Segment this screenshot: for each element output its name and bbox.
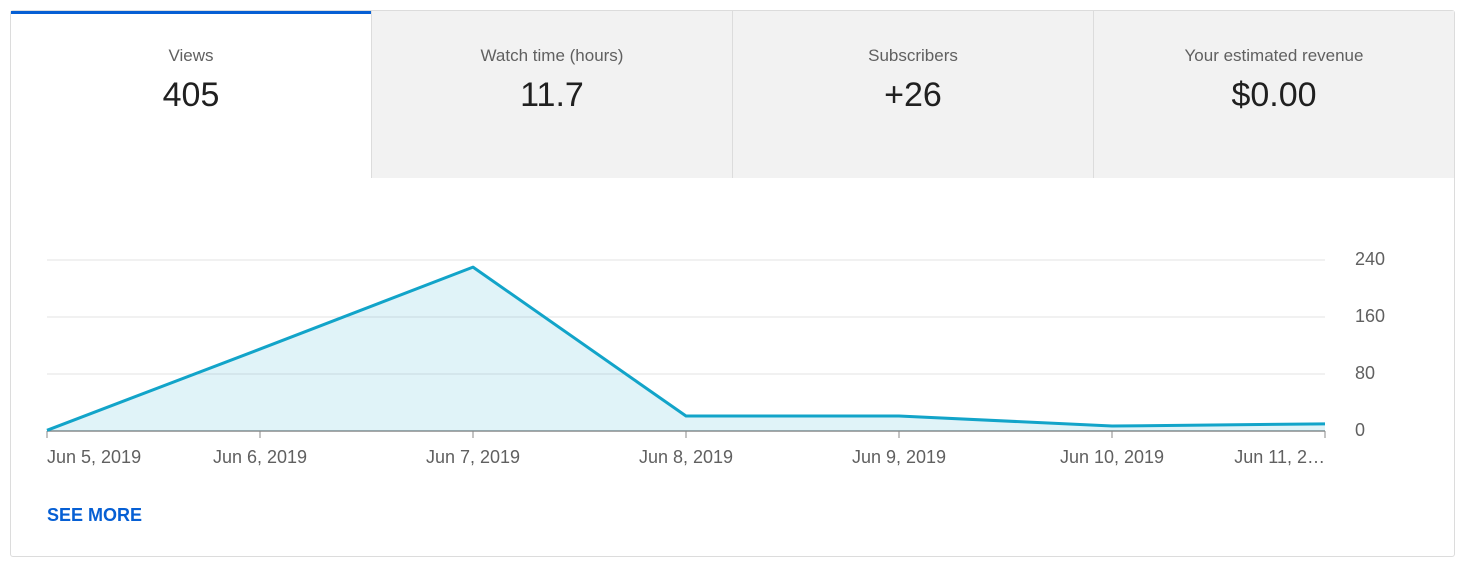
metric-tab[interactable]: Your estimated revenue $0.00	[1093, 11, 1454, 178]
y-tick-label: 0	[1355, 420, 1365, 440]
metric-label: Views	[168, 46, 214, 65]
metric-value: 405	[162, 76, 220, 114]
area	[47, 267, 1325, 431]
metric-tab[interactable]: Watch time (hours) 11.7	[371, 11, 732, 178]
y-tick-label: 160	[1355, 306, 1385, 326]
x-tick-label: Jun 10, 2019	[1060, 447, 1164, 467]
x-tick-label: Jun 6, 2019	[213, 447, 307, 467]
y-tick-label: 80	[1355, 363, 1375, 383]
x-tick-label: Jun 11, 2…	[1234, 447, 1325, 467]
metric-value: $0.00	[1231, 76, 1317, 114]
line	[46, 265, 1326, 432]
metric-label: Your estimated revenue	[1184, 46, 1364, 65]
metric-tab[interactable]: Subscribers +26	[732, 11, 1093, 178]
x-tick-label: Jun 8, 2019	[639, 447, 733, 467]
x-tick-label: Jun 7, 2019	[426, 447, 520, 467]
x-tick-label: Jun 9, 2019	[852, 447, 946, 467]
metric-tab[interactable]: Views 405	[11, 11, 371, 178]
metric-value: 11.7	[520, 76, 584, 114]
metric-tabs: Views 405 Watch time (hours) 11.7 Subscriber…	[11, 11, 1454, 178]
metric-label: Subscribers	[868, 46, 958, 65]
analytics-card: Views 405 Watch time (hours) 11.7 Subscriber…	[10, 10, 1455, 557]
see-more-link[interactable]: SEE MORE	[47, 505, 143, 525]
metric-value: +26	[884, 76, 942, 114]
metric-label: Watch time (hours)	[480, 46, 624, 65]
x-tick-label: Jun 5, 2019	[47, 447, 141, 467]
y-tick-label: 240	[1355, 249, 1385, 269]
